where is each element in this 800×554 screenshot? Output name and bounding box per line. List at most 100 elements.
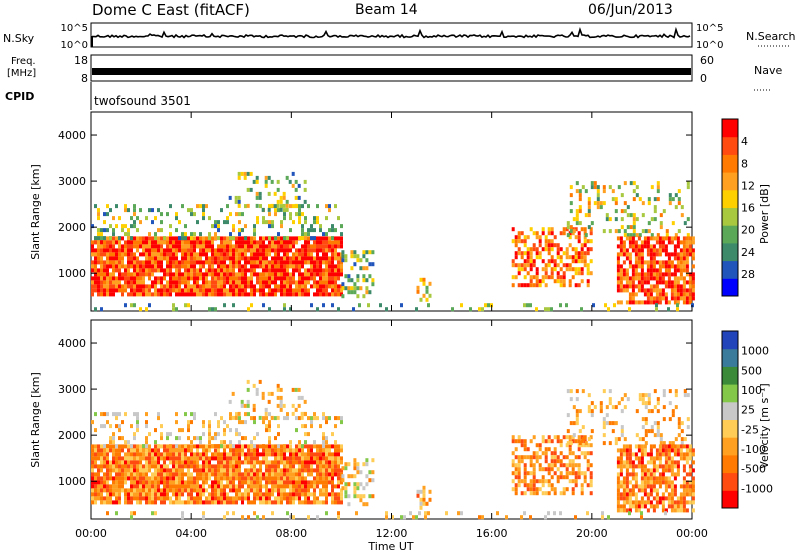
data-cell [157, 456, 160, 461]
data-cell [246, 171, 250, 176]
data-cell [325, 252, 328, 257]
data-cell [157, 248, 160, 253]
data-cell [172, 464, 175, 469]
data-cell [550, 231, 554, 236]
data-cell [325, 268, 328, 273]
data-cell [130, 248, 133, 253]
data-cell [331, 244, 334, 249]
data-cell [220, 288, 223, 293]
data-cell [340, 260, 343, 265]
data-cell [154, 448, 157, 453]
data-cell [337, 452, 340, 457]
data-cell [273, 191, 277, 196]
data-cell [136, 292, 139, 297]
data-cell [220, 256, 223, 261]
data-cell [217, 244, 220, 249]
data-cell [325, 244, 328, 249]
data-cell [175, 252, 178, 257]
data-cell [667, 500, 671, 505]
data-cell [365, 462, 369, 467]
data-cell [322, 472, 325, 477]
data-cell [271, 448, 274, 453]
data-cell [316, 264, 319, 269]
data-cell [637, 272, 641, 277]
data-cell [304, 496, 307, 501]
data-cell [109, 224, 112, 229]
data-cell [109, 284, 112, 289]
data-cell [199, 492, 202, 497]
data-cell [274, 488, 277, 493]
data-cell [419, 277, 423, 282]
data-cell [661, 240, 665, 245]
data-cell [238, 240, 241, 245]
data-cell [208, 464, 211, 469]
data-cell [319, 476, 322, 481]
data-cell [688, 236, 692, 241]
data-cell [614, 201, 618, 206]
data-cell [229, 260, 232, 265]
data-cell [295, 264, 298, 269]
data-cell [316, 484, 319, 489]
data-cell [277, 208, 280, 213]
data-cell [223, 476, 226, 481]
data-cell [566, 221, 570, 226]
data-cell [235, 412, 238, 417]
data-cell [283, 456, 286, 461]
data-cell [157, 240, 160, 245]
data-cell [602, 433, 606, 438]
data-cell [304, 476, 307, 481]
data-cell [625, 256, 629, 261]
data-cell [602, 417, 606, 422]
data-cell [622, 248, 626, 253]
data-cell [187, 260, 190, 265]
data-cell [133, 472, 136, 477]
data-cell [285, 207, 289, 212]
data-cell [217, 276, 220, 281]
data-cell [616, 272, 620, 277]
data-cell [124, 288, 127, 293]
data-cell [572, 217, 576, 222]
data-cell [244, 480, 247, 485]
data-cell [328, 472, 331, 477]
data-cell [229, 496, 232, 501]
data-cell [175, 276, 178, 281]
data-cell [121, 488, 124, 493]
data-cell [368, 470, 372, 475]
data-cell [232, 236, 235, 241]
data-cell [532, 243, 536, 248]
data-cell [328, 284, 331, 289]
data-cell [670, 236, 674, 241]
data-cell [688, 284, 692, 289]
data-cell [148, 208, 151, 213]
data-cell [298, 448, 301, 453]
data-cell [667, 468, 671, 473]
data-cell [664, 460, 668, 465]
data-cell [277, 260, 280, 265]
data-cell [274, 460, 277, 465]
data-cell [163, 444, 166, 449]
data-cell [220, 244, 223, 249]
data-cell [362, 294, 366, 299]
data-cell [691, 488, 695, 493]
data-cell [353, 462, 357, 467]
data-cell [271, 292, 274, 297]
data-cell [328, 228, 331, 233]
data-cell [322, 476, 325, 481]
data-cell [211, 272, 214, 277]
data-cell [172, 444, 175, 449]
data-cell [589, 451, 593, 456]
data-cell [289, 216, 292, 221]
data-cell [280, 224, 283, 229]
x-tick-label: 16:00 [476, 527, 508, 540]
data-cell [184, 456, 187, 461]
data-cell [271, 468, 274, 473]
data-cell [283, 260, 286, 265]
data-cell [279, 195, 283, 200]
data-cell [661, 244, 665, 249]
data-cell [223, 280, 226, 285]
data-cell [268, 240, 271, 245]
data-cell [685, 488, 689, 493]
data-cell [673, 464, 677, 469]
data-cell [241, 256, 244, 261]
data-cell [145, 444, 148, 449]
